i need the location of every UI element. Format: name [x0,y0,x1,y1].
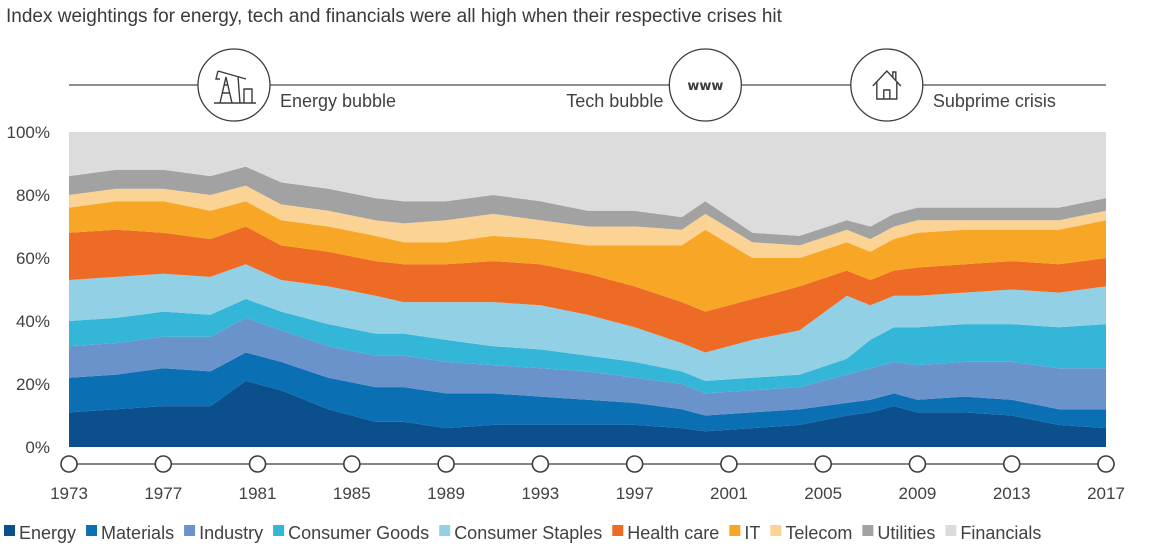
www-icon-text: www [687,79,723,94]
x-tick-label: 1973 [50,484,88,503]
x-tick-marker [814,455,832,473]
legend-swatch [4,525,15,536]
www-icon: www [687,79,723,94]
annotation-tech-bubble: www Tech bubble [566,48,742,122]
legend-swatch [86,525,98,536]
x-tick-marker [625,455,644,473]
legend-label: Health care [627,523,719,543]
area-series-consumer-goods [69,299,1106,394]
x-tick-label: 1977 [144,484,182,503]
x-tick-label: 2017 [1087,484,1125,503]
y-tick-label: 0% [25,438,50,457]
legend-item-health-care: Health care [612,523,719,543]
y-tick-label: 20% [16,375,50,394]
annotation-circle [668,48,742,122]
x-tick-label: 2009 [899,484,937,503]
x-tick-label: 1985 [333,484,371,503]
legend-swatch [862,525,874,536]
annotation-circle [850,48,924,122]
area-series-industry [69,317,1106,416]
legend-label: Industry [199,523,263,543]
legend-item-telecom: Telecom [770,523,852,543]
annotation-energy-bubble: Energy bubble [197,48,396,122]
legend-item-energy: Energy [4,523,76,543]
legend-swatch [770,525,782,536]
x-tick-label: 1981 [239,484,277,503]
legend-label: Telecom [785,523,852,543]
x-tick-label: 1997 [616,484,654,503]
annotation-label: Energy bubble [280,91,396,111]
legend-swatch [184,525,196,536]
annotation-circle [197,48,271,122]
x-tick-marker [1097,455,1115,473]
legend-item-financials: Financials [945,523,1041,543]
legend-swatch [273,525,285,536]
legend-item-consumer-goods: Consumer Goods [273,523,429,543]
legend-label: Financials [960,523,1041,543]
legend: Energy Materials Industry Consumer Goods Con… [4,523,1041,543]
x-tick-marker [343,455,361,473]
legend-swatch [729,525,741,536]
legend-item-consumer-staples: Consumer Staples [439,523,602,543]
y-tick-label: 100% [7,123,50,142]
legend-label: Energy [19,523,76,543]
annotation-label: Subprime crisis [933,91,1056,111]
y-axis: 0% 20% 40% 60% 80% 100% [7,123,50,457]
x-tick-marker [437,455,455,473]
crisis-annotations: Energy bubble www Tech bubble Subprime cris… [69,48,1106,122]
area-series-it [69,201,1106,312]
x-tick-marker [154,455,173,473]
house-icon [872,69,902,100]
legend-swatch [945,525,957,536]
legend-label: Consumer Staples [454,523,602,543]
legend-item-it: IT [729,523,760,543]
x-tick-marker [248,455,267,473]
legend-item-industry: Industry [184,523,263,543]
area-series-utilities [69,166,1106,246]
legend-swatch [439,525,451,536]
area-series-materials [69,352,1106,432]
x-tick-marker [908,455,927,473]
x-axis: 1973 1977 1981 1985 1989 1993 1997 2001 2005 2009… [50,455,1125,503]
legend-item-materials: Materials [86,523,174,543]
y-tick-label: 40% [16,312,50,331]
area-series-consumer-staples [69,264,1106,381]
y-tick-label: 80% [16,186,50,205]
legend-label: IT [744,523,760,543]
annotation-subprime-crisis: Subprime crisis [850,48,1056,122]
legend-label: Utilities [877,523,935,543]
areas-layer [69,132,1106,447]
x-tick-marker [531,455,550,473]
legend-label: Materials [101,523,174,543]
x-tick-marker [60,455,78,473]
legend-label: Consumer Goods [288,523,429,543]
x-tick-label: 1993 [521,484,559,503]
chart-title: Index weightings for energy, tech and fi… [6,6,782,27]
x-tick-marker [1002,455,1021,473]
x-tick-label: 2005 [804,484,842,503]
x-tick-marker [720,455,738,473]
y-tick-label: 60% [16,249,50,268]
area-series-health-care [69,226,1106,353]
annotation-label: Tech bubble [566,91,663,111]
area-series-financials [69,132,1106,236]
legend-item-utilities: Utilities [862,523,935,543]
x-tick-label: 1989 [427,484,465,503]
area-series-energy [69,380,1106,447]
legend-swatch [612,525,624,536]
x-tick-label: 2001 [710,484,748,503]
oil-pump-icon [213,70,256,104]
area-series-telecom [69,185,1106,258]
x-tick-label: 2013 [993,484,1031,503]
